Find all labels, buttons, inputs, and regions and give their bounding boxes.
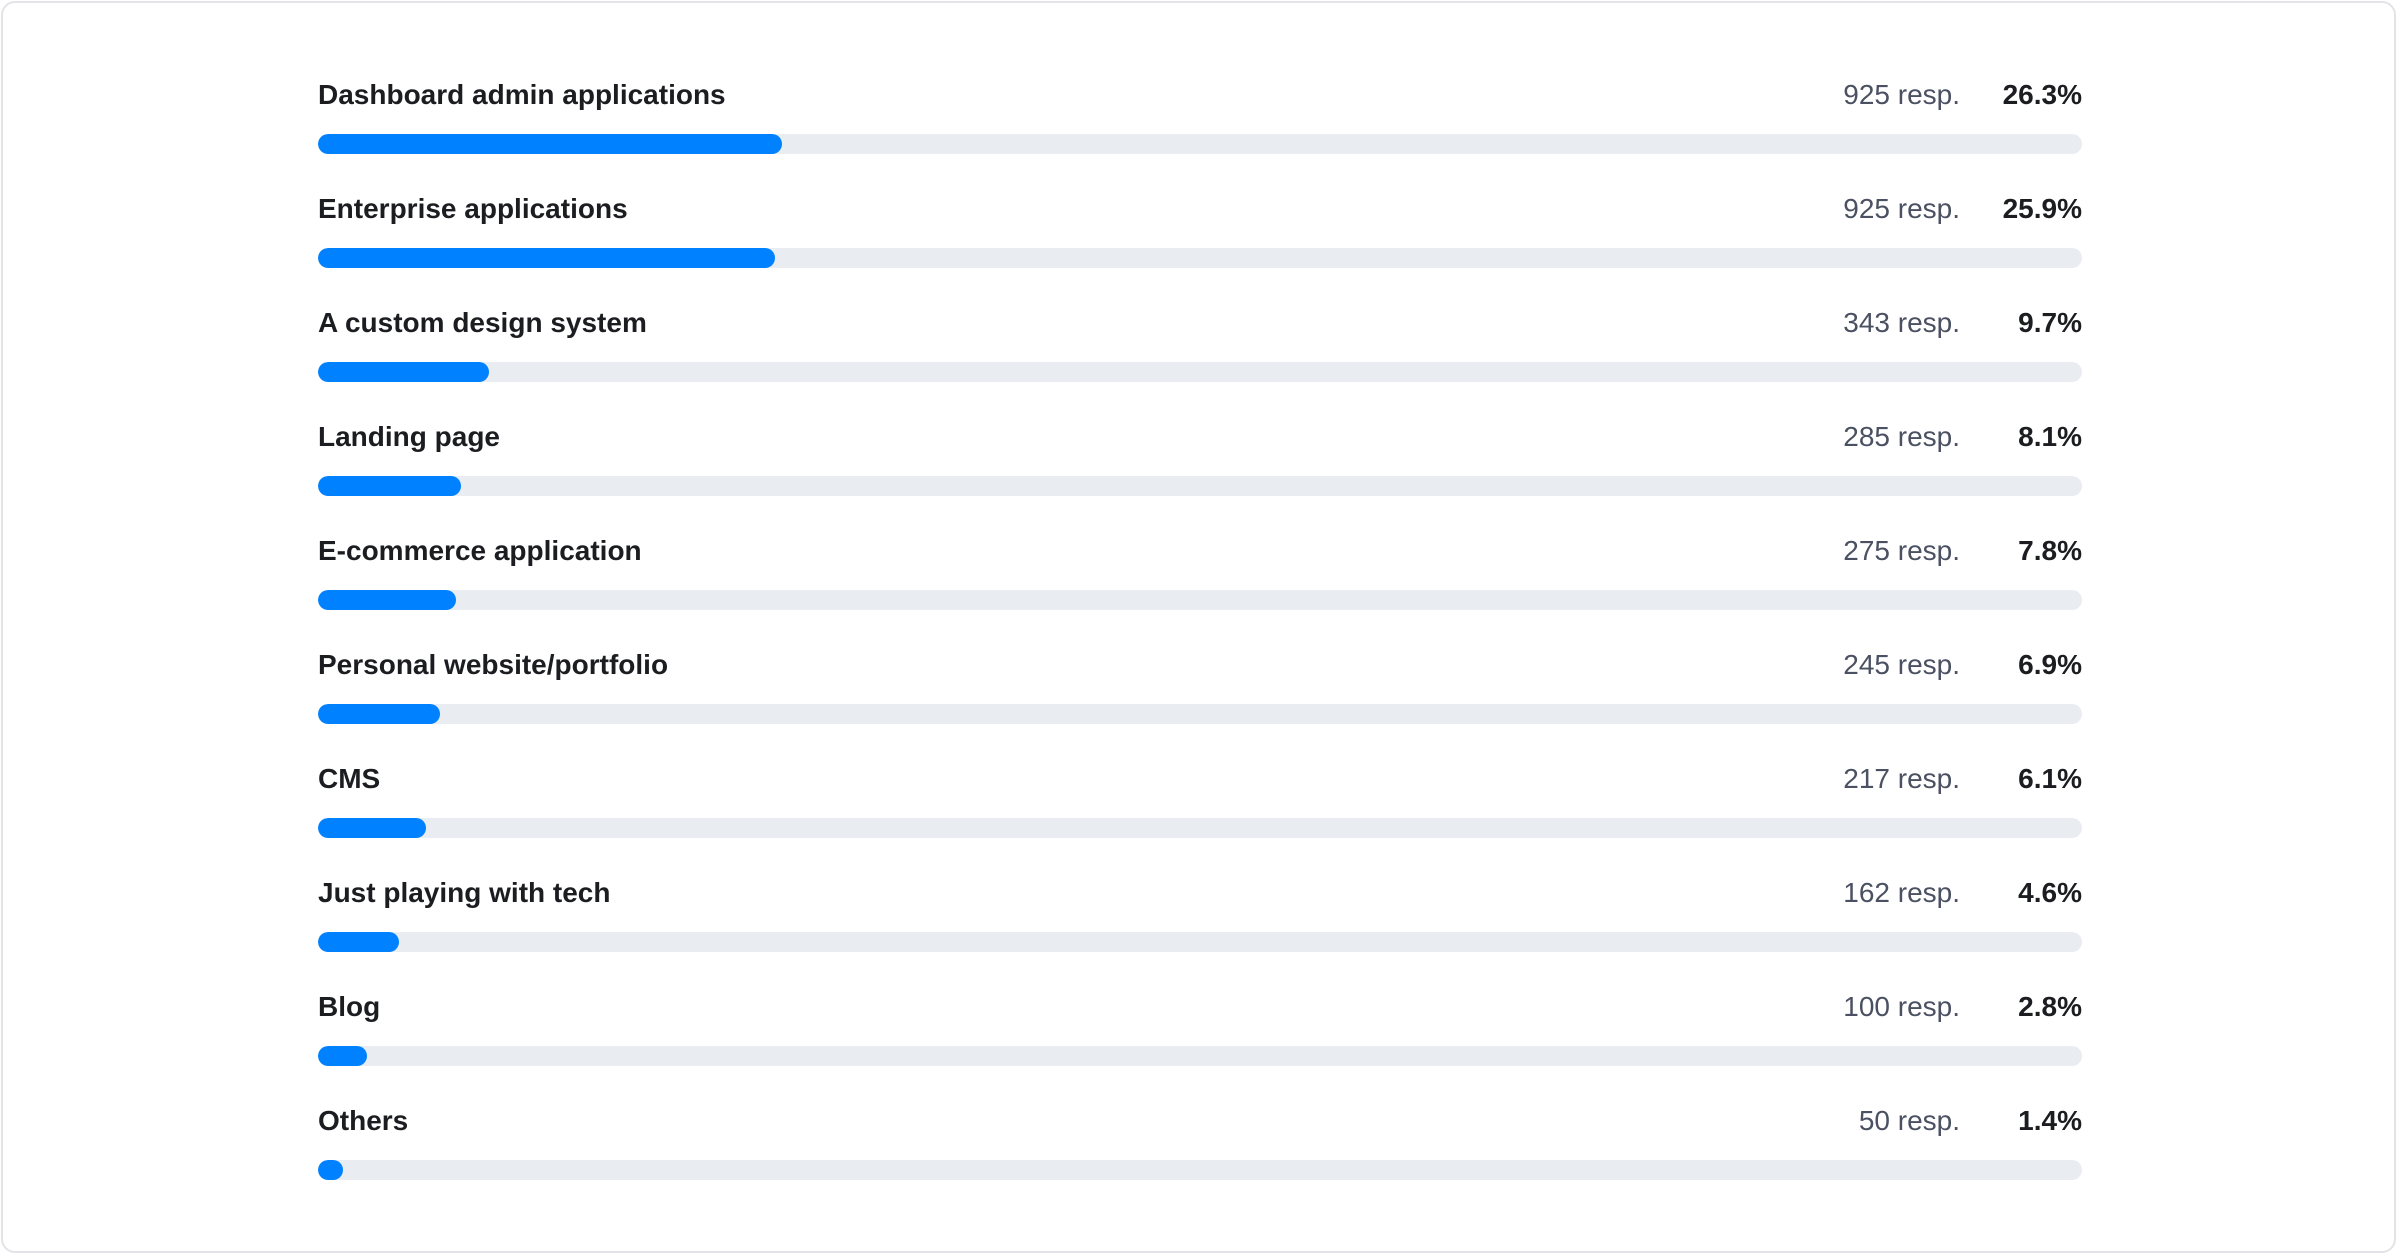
result-label: E-commerce application (318, 535, 642, 566)
percent-value: 2.8% (2018, 991, 2082, 1022)
progress-track (318, 1160, 2082, 1180)
result-label: Enterprise applications (318, 193, 628, 224)
progress-track (318, 248, 2082, 268)
progress-fill (318, 590, 456, 610)
response-count: 285 resp. (1843, 421, 1960, 452)
progress-track (318, 818, 2082, 838)
progress-fill (318, 362, 490, 382)
response-count: 162 resp. (1843, 877, 1960, 908)
progress-track (318, 932, 2082, 952)
result-row: Blog 100 resp. 2.8% (318, 987, 2082, 1101)
percent-value: 6.1% (2018, 763, 2082, 794)
progress-track (318, 476, 2082, 496)
result-label: A custom design system (318, 307, 647, 338)
result-row: Enterprise applications 925 resp. 25.9% (318, 189, 2082, 303)
response-count: 217 resp. (1843, 763, 1960, 794)
progress-fill (318, 248, 775, 268)
progress-track (318, 1046, 2082, 1066)
percent-value: 4.6% (2018, 877, 2082, 908)
result-row: Personal website/portfolio 245 resp. 6.9% (318, 645, 2082, 759)
result-label: CMS (318, 763, 381, 794)
progress-fill (318, 1160, 343, 1180)
result-row: CMS 217 resp. 6.1% (318, 759, 2082, 873)
response-count: 100 resp. (1843, 991, 1960, 1022)
progress-fill (318, 1046, 368, 1066)
percent-value: 26.3% (2002, 79, 2082, 110)
progress-track (318, 704, 2082, 724)
response-count: 50 resp. (1858, 1105, 1960, 1136)
result-row: Dashboard admin applications 925 resp. 26.… (318, 75, 2082, 189)
result-label: Just playing with tech (318, 877, 611, 908)
result-row: Just playing with tech 162 resp. 4.6% (318, 873, 2082, 987)
progress-fill (318, 476, 461, 496)
progress-fill (318, 134, 782, 154)
result-label: Others (318, 1105, 409, 1136)
progress-track (318, 134, 2082, 154)
percent-value: 9.7% (2018, 307, 2082, 338)
result-label: Personal website/portfolio (318, 649, 669, 680)
response-count: 925 resp. (1843, 193, 1960, 224)
progress-track (318, 362, 2082, 382)
response-count: 245 resp. (1843, 649, 1960, 680)
result-label: Dashboard admin applications (318, 79, 726, 110)
progress-fill (318, 932, 400, 952)
result-row: Others 50 resp. 1.4% (318, 1101, 2082, 1215)
response-count: 275 resp. (1843, 535, 1960, 566)
progress-fill (318, 704, 440, 724)
result-label: Landing page (318, 421, 500, 452)
percent-value: 7.8% (2018, 535, 2082, 566)
percent-value: 25.9% (2002, 193, 2082, 224)
progress-fill (318, 818, 426, 838)
percent-value: 1.4% (2018, 1105, 2082, 1136)
response-count: 925 resp. (1843, 79, 1960, 110)
result-row: E-commerce application 275 resp. 7.8% (318, 531, 2082, 645)
response-count: 343 resp. (1843, 307, 1960, 338)
result-row: A custom design system 343 resp. 9.7% (318, 303, 2082, 417)
result-row: Landing page 285 resp. 8.1% (318, 417, 2082, 531)
progress-track (318, 590, 2082, 610)
result-label: Blog (318, 991, 381, 1022)
percent-value: 8.1% (2018, 421, 2082, 452)
percent-value: 6.9% (2018, 649, 2082, 680)
